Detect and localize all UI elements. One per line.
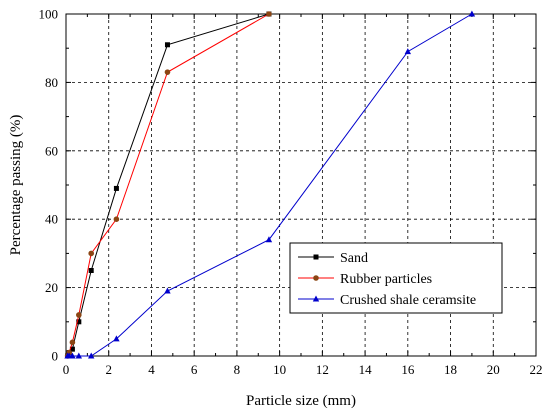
data-point-circle [69,339,76,346]
series-lines [64,10,476,359]
series-line [67,13,270,357]
data-point-triangle [75,352,83,359]
data-point-square [69,346,75,352]
y-axis-title: Percentage passing (%) [8,115,24,256]
legend-label: Crushed shale ceramsite [340,293,476,308]
data-point-circle [266,11,272,17]
x-tick-label: 12 [316,362,329,377]
series-crushed-shale-ceramsite [64,10,476,359]
data-point-circle [88,250,95,257]
data-point-triangle [265,236,273,243]
data-point-circle [164,69,171,75]
legend-item: Crushed shale ceramsite [298,293,476,308]
data-point-triangle [164,287,171,294]
x-tick-label: 20 [487,362,500,377]
x-tick-label: 6 [191,362,198,377]
legend-item: Sand [298,251,368,266]
data-point-triangle [69,352,76,359]
data-point-square [88,268,94,273]
x-tick-label: 22 [530,362,543,377]
y-tick-label: 100 [39,7,59,22]
legend: Sand Rubber particles Crushed shale cerams… [289,242,503,314]
y-tick-label: 20 [45,280,58,295]
x-tick-label: 2 [105,362,112,377]
x-tick-label: 0 [63,362,70,377]
data-point-circle [313,275,319,281]
x-tick-label: 18 [444,362,457,377]
legend-label: Rubber particles [340,272,432,287]
data-point-circle [113,216,120,222]
x-tick-label: 8 [234,362,241,377]
grid-lines [66,14,536,356]
data-point-square [113,185,119,191]
data-point-circle [76,312,82,318]
data-point-triangle [468,10,476,17]
y-tick-label: 0 [52,349,59,364]
legend-item: Rubber particles [298,272,432,287]
x-axis-title: Particle size (mm) [246,393,356,409]
axis-ticks: 0 2 4 6 8 10 12 14 16 18 20 22 0 20 40 60 80 100 [39,7,543,378]
y-tick-label: 40 [45,212,58,227]
legend-label: Sand [340,251,368,266]
series-sand [65,11,272,359]
data-point-triangle [113,335,120,342]
data-point-square [76,319,82,325]
y-tick-label: 80 [45,75,58,90]
data-point-triangle [312,295,320,302]
data-point-square [313,254,319,260]
x-tick-label: 10 [273,362,286,377]
x-tick-label: 16 [401,362,415,377]
data-point-triangle [404,48,412,55]
series-line [67,13,270,357]
x-tick-label: 14 [359,362,373,377]
x-tick-label: 4 [148,362,155,377]
series-rubber-particles [64,11,272,359]
y-tick-label: 60 [45,143,58,158]
data-point-triangle [88,352,95,359]
data-point-square [164,42,170,48]
